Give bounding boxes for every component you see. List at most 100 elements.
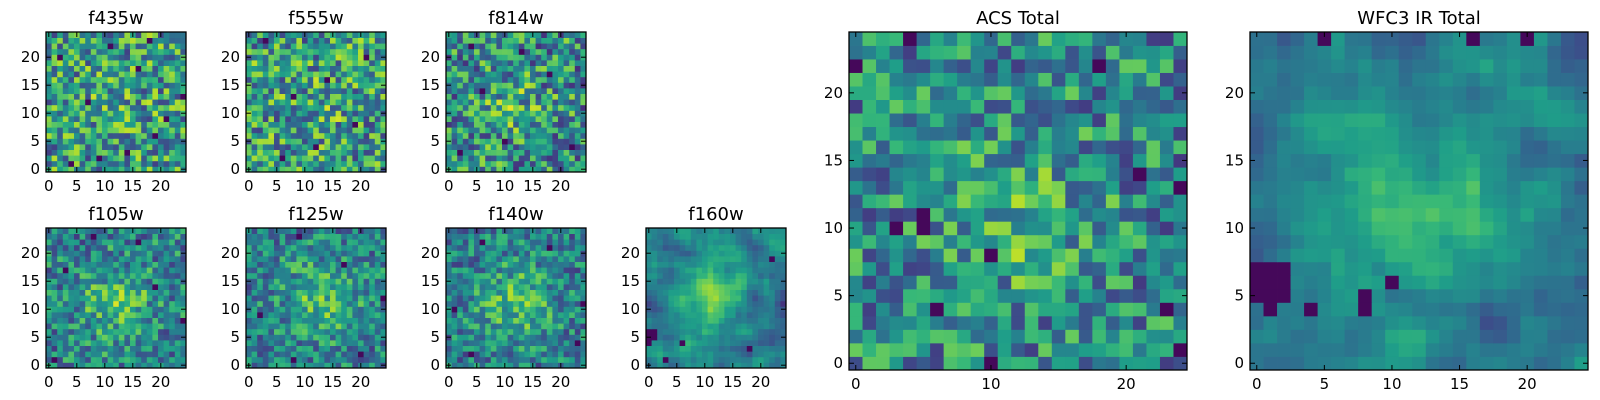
heatmap-cell: [735, 334, 742, 341]
heatmap-cell: [285, 99, 292, 106]
heatmap-cell: [318, 261, 325, 268]
heatmap-cell: [124, 328, 131, 335]
heatmap-cell: [530, 110, 536, 117]
heatmap-cell: [763, 244, 770, 251]
heatmap-cell: [330, 88, 336, 94]
heatmap-cell: [352, 239, 359, 246]
heatmap-cell: [118, 312, 125, 318]
heatmap-cell: [124, 261, 131, 268]
heatmap-cell: [1146, 342, 1161, 357]
heatmap-cell: [530, 267, 536, 274]
heatmap-cell: [374, 261, 381, 268]
heatmap-cell: [246, 155, 252, 162]
heatmap-cell: [146, 228, 153, 234]
heatmap-cell: [124, 345, 131, 352]
heatmap-cell: [997, 221, 1012, 236]
heatmap-cell: [468, 250, 475, 257]
heatmap-cell: [518, 121, 525, 128]
heatmap-cell: [118, 48, 125, 55]
heatmap-cell: [369, 278, 376, 285]
heatmap-cell: [374, 54, 381, 61]
heatmap-cell: [346, 362, 353, 369]
heatmap-cell: [285, 306, 292, 313]
heatmap-cell: [285, 71, 292, 78]
heatmap-cell: [246, 60, 252, 66]
heatmap-cell: [257, 272, 264, 279]
heatmap-cell: [251, 334, 258, 341]
heatmap-cell: [713, 239, 720, 246]
heatmap-cell: [524, 160, 531, 167]
heatmap-cell: [90, 306, 97, 313]
heatmap-cell: [1078, 315, 1093, 330]
heatmap-cell: [158, 317, 164, 324]
heatmap-cell: [930, 315, 945, 330]
heatmap-cell: [718, 244, 725, 251]
heatmap-cell: [279, 244, 286, 251]
heatmap-cell: [530, 121, 536, 128]
heatmap-cell: [96, 116, 103, 122]
heatmap-cell: [535, 256, 542, 262]
heatmap-cell: [535, 289, 542, 296]
heatmap-cell: [85, 312, 92, 318]
heatmap-cell: [363, 127, 370, 134]
heatmap-cell: [268, 239, 275, 246]
heatmap-cell: [290, 345, 297, 352]
heatmap-cell: [490, 99, 497, 106]
heatmap-cell: [335, 82, 342, 89]
heatmap-cell: [174, 356, 181, 363]
heatmap-cell: [268, 345, 275, 352]
heatmap-cell: [943, 167, 958, 182]
heatmap-cell: [158, 93, 164, 100]
heatmap-cell: [68, 250, 75, 257]
heatmap-cell: [307, 127, 314, 134]
heatmap-cell: [758, 317, 764, 324]
heatmap-cell: [96, 155, 103, 162]
heatmap-cell: [468, 284, 475, 290]
heatmap-cell: [679, 356, 686, 363]
heatmap-cell: [152, 82, 159, 89]
heatmap-cell: [313, 239, 320, 246]
heatmap-cell: [763, 278, 770, 285]
heatmap-cell: [363, 345, 370, 352]
y-tick-label: 20: [221, 244, 240, 262]
heatmap-cell: [546, 60, 553, 66]
heatmap-cell: [330, 121, 336, 128]
heatmap-cell: [107, 138, 114, 145]
heatmap-cell: [285, 121, 292, 128]
heatmap-cell: [96, 289, 103, 296]
heatmap-cell: [352, 155, 359, 162]
heatmap-cell: [490, 144, 497, 150]
heatmap-cell: [558, 43, 564, 50]
heatmap-cell: [546, 261, 553, 268]
heatmap-cell: [268, 99, 275, 106]
heatmap-cell: [507, 37, 514, 44]
heatmap-cell: [96, 166, 103, 173]
heatmap-cell: [290, 121, 297, 128]
heatmap-cell: [107, 32, 114, 38]
heatmap-cell: [107, 356, 114, 363]
heatmap-cell: [679, 328, 686, 335]
heatmap-cell: [563, 127, 570, 134]
heatmap-cell: [257, 138, 264, 145]
heatmap-cell: [662, 250, 669, 257]
heatmap-cell: [285, 104, 292, 111]
heatmap-cell: [118, 93, 125, 100]
heatmap-cell: [268, 334, 275, 341]
heatmap-cell: [363, 272, 370, 279]
heatmap-cell: [724, 228, 731, 234]
heatmap-cell: [285, 351, 292, 358]
heatmap-cell: [513, 323, 520, 330]
heatmap-cell: [279, 149, 286, 156]
heatmap-cell: [730, 306, 736, 313]
heatmap-cell: [474, 160, 480, 167]
heatmap-cell: [718, 306, 725, 313]
heatmap-cell: [169, 43, 176, 50]
heatmap-cell: [68, 43, 75, 50]
heatmap-cell: [462, 233, 469, 240]
heatmap-cell: [546, 278, 553, 285]
heatmap-cell: [302, 93, 308, 100]
heatmap-cell: [774, 295, 781, 302]
x-tick-label: 5: [72, 177, 82, 195]
heatmap-cell: [352, 127, 359, 134]
heatmap-cell: [479, 60, 486, 66]
